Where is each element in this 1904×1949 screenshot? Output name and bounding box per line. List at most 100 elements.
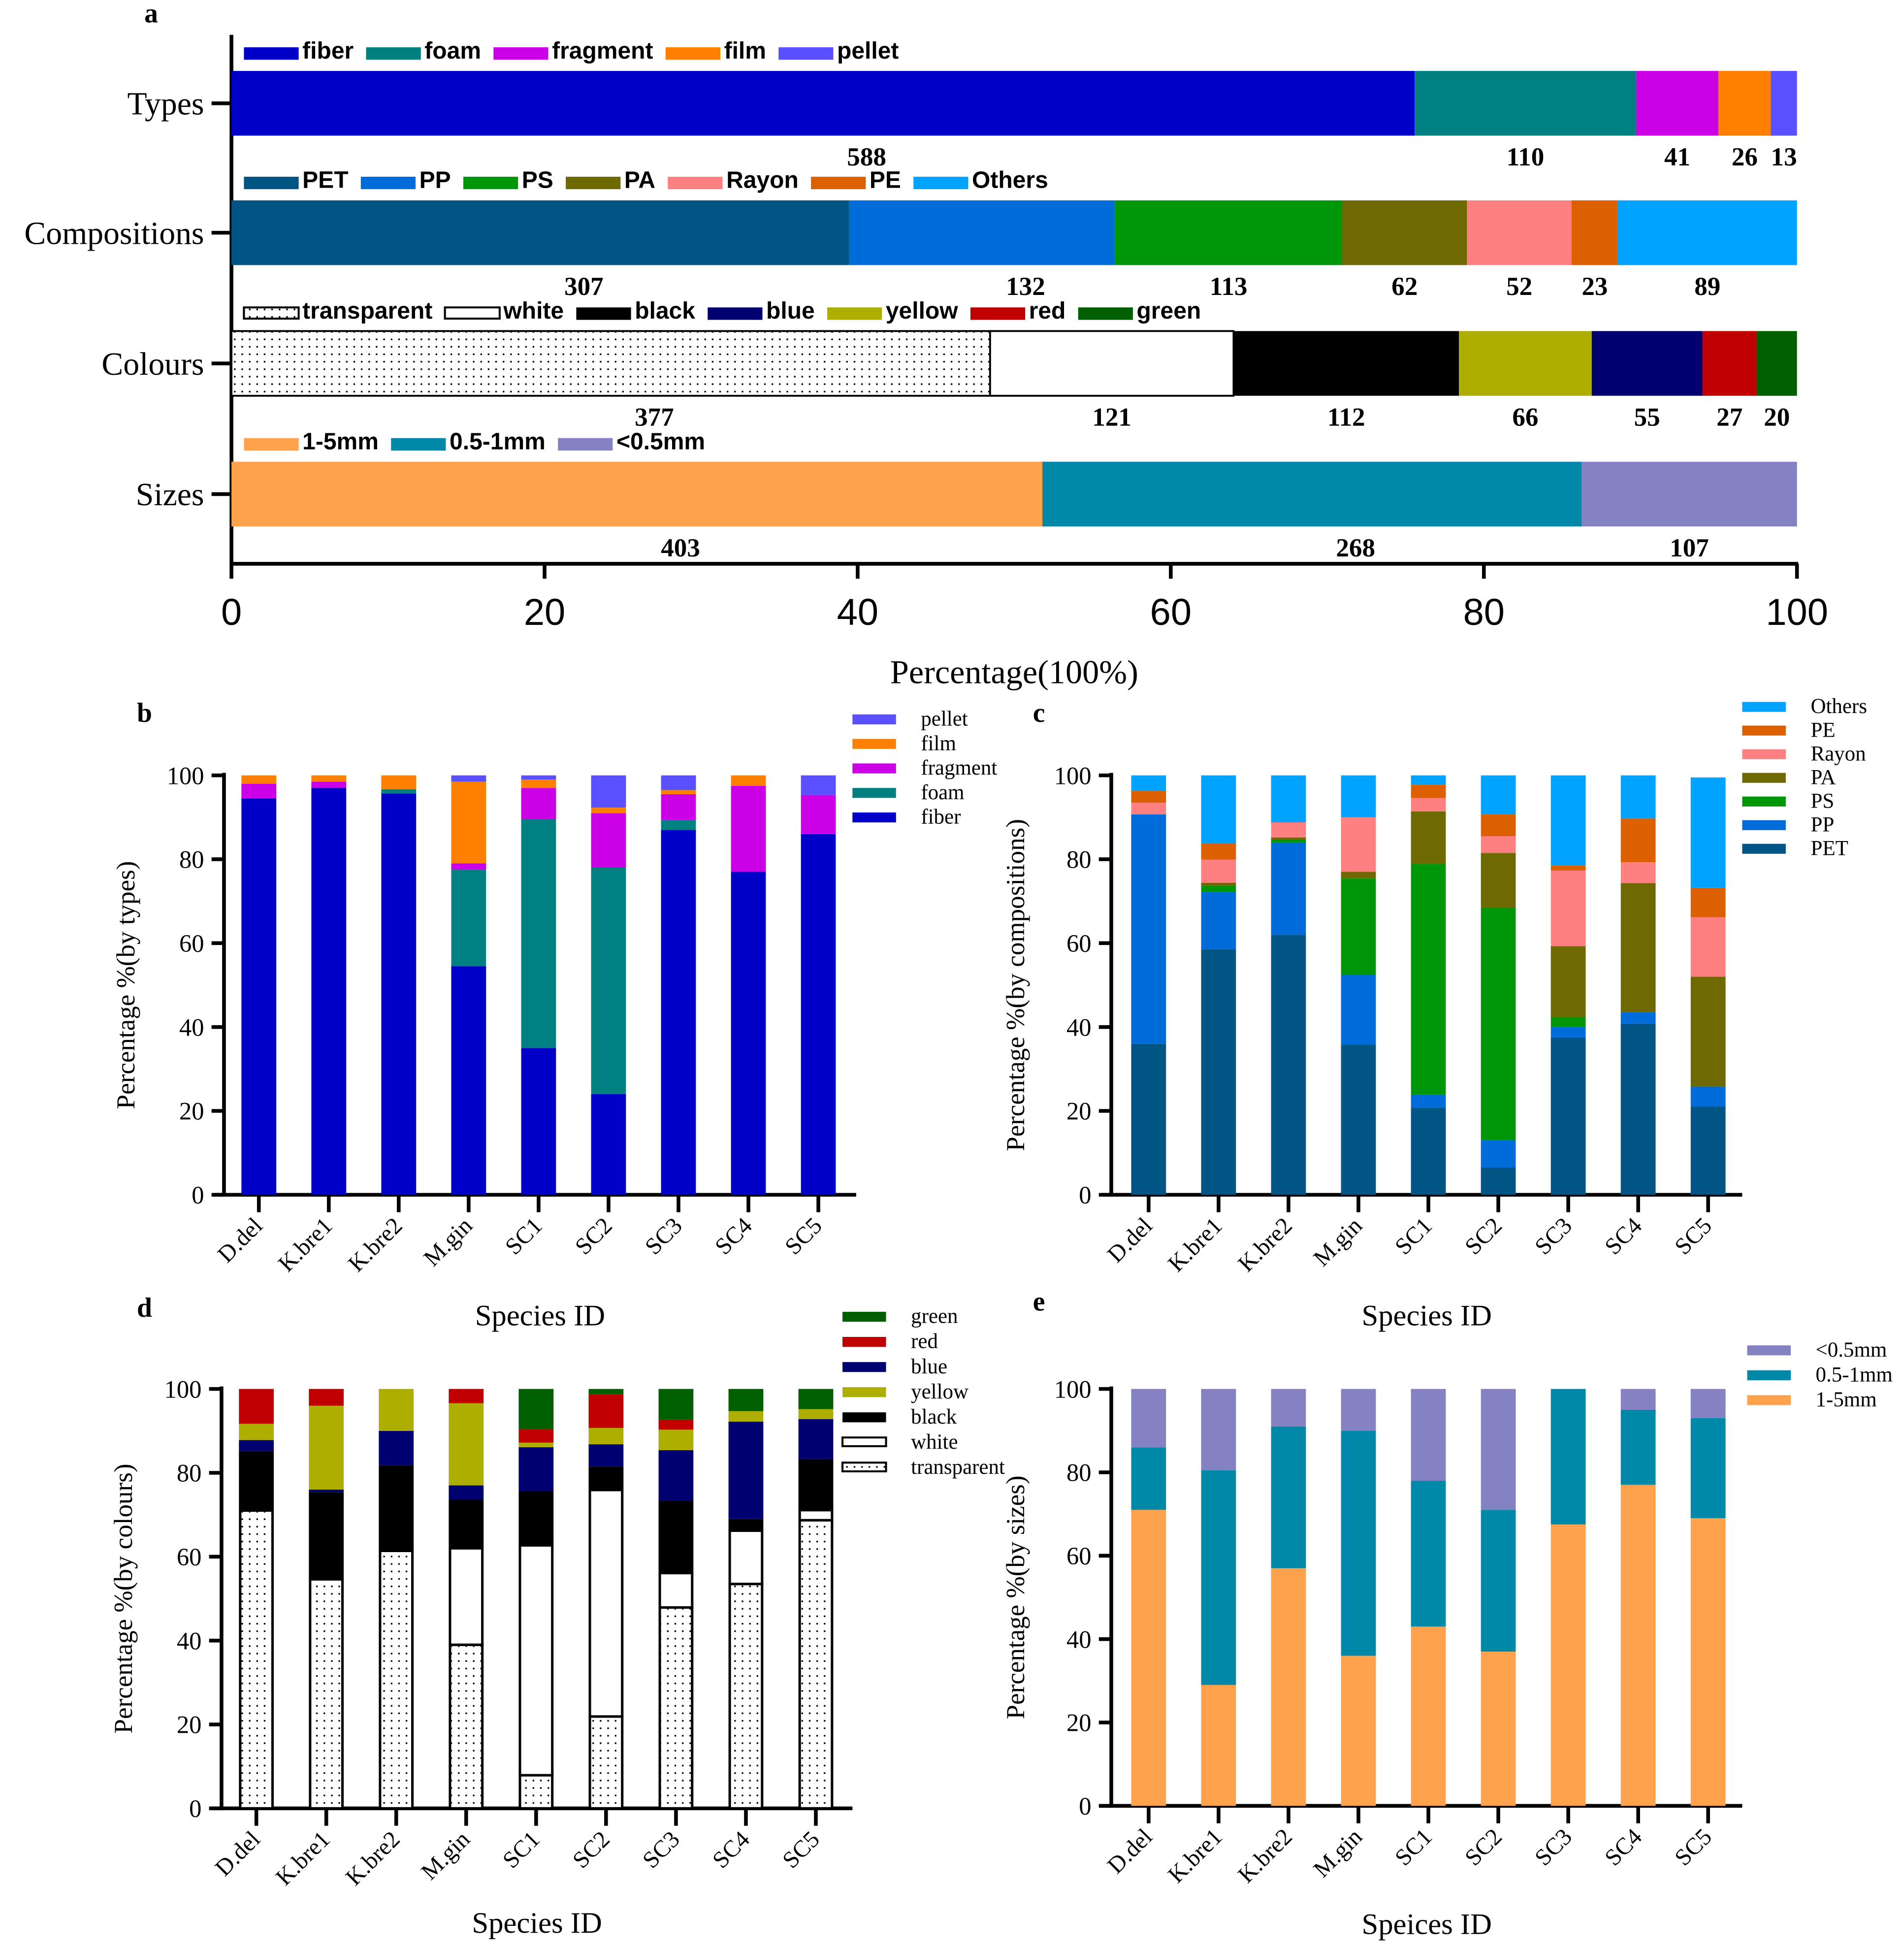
- panel-c-compositions-chart: 0 20 40 60 80 100 Percentage %(by compositions…: [1001, 695, 1867, 1332]
- legend-label-pellet: pellet: [921, 708, 968, 731]
- legend-swatch-film: [852, 739, 896, 749]
- legend-label-foam: foam: [424, 38, 481, 64]
- legend-swatch-red: [970, 307, 1026, 320]
- x-tick-label-k-bre2: K.bre2: [1233, 1823, 1297, 1888]
- bar-segment-black: [309, 1492, 344, 1580]
- bar-segment-ps: [1115, 200, 1343, 265]
- bar-segment-ps: [1550, 1017, 1586, 1027]
- y-tick-label: 20: [179, 1098, 204, 1125]
- legend-label-transparent: transparent: [302, 298, 432, 324]
- bar-segment-0-5-1mm: [1690, 1418, 1726, 1519]
- bar-segment-red: [658, 1419, 694, 1430]
- bar-segment-others: [1341, 775, 1376, 817]
- bar-segment-yellow: [309, 1405, 344, 1490]
- bar-segment-yellow: [798, 1409, 834, 1419]
- x-tick-label-sc4: SC4: [1600, 1212, 1647, 1260]
- legend-swatch-foam: [852, 788, 896, 798]
- x-tick-label: 40: [837, 591, 878, 633]
- segment-count-green: 20: [1764, 403, 1790, 431]
- x-tick-label-sc1: SC1: [498, 1826, 545, 1873]
- x-tick-label-sc5: SC5: [1670, 1823, 1717, 1871]
- legend-label-foam: foam: [921, 781, 964, 804]
- bar-segment-film: [1718, 71, 1771, 136]
- bar-segment-white: [989, 330, 1235, 397]
- y-tick-label: 20: [177, 1711, 202, 1739]
- x-tick-label-k-bre1: K.bre1: [273, 1212, 338, 1277]
- legend-swatch-black: [842, 1412, 886, 1423]
- bar-segment-pellet: [661, 775, 696, 790]
- bar-segment-fiber: [731, 872, 766, 1195]
- bar-segment-white: [728, 1529, 764, 1586]
- bar-segment-blue: [658, 1450, 694, 1501]
- bar-segment-rayon: [1467, 200, 1572, 265]
- bar-segment-blue: [798, 1419, 834, 1459]
- bar-segment-black: [728, 1519, 764, 1531]
- legend-swatch-red: [842, 1336, 886, 1347]
- legend-label-pp: PP: [1810, 813, 1834, 836]
- bar-segment-pp: [1131, 814, 1166, 1044]
- bar-segment-pa: [1342, 200, 1467, 265]
- bar-segment-others: [1131, 775, 1166, 791]
- legend-swatch-pet: [1742, 844, 1786, 854]
- legend-swatch-green: [842, 1311, 886, 1322]
- bar-segment-fragment: [311, 781, 347, 788]
- panel-letter-d: d: [137, 1293, 152, 1323]
- y-axis-title: Percentage %(by colours): [109, 1463, 138, 1733]
- bar-segment-pet: [1341, 1044, 1376, 1195]
- bar-segment-rayon: [1690, 917, 1726, 977]
- bar-segment-rayon: [1201, 859, 1236, 883]
- bar-segment-fiber: [231, 71, 1415, 136]
- legend-swatch-black: [576, 307, 631, 320]
- x-tick-label-d-del: D.del: [1102, 1823, 1158, 1879]
- x-tick-label-sc4: SC4: [710, 1212, 757, 1260]
- bar-segment-green: [798, 1389, 834, 1409]
- bar-segment-rayon: [1131, 802, 1166, 814]
- bar-segment-fiber: [381, 793, 417, 1195]
- legend-label-0-5-1mm: 0.5-1mm: [1816, 1363, 1893, 1386]
- bar-segment-white: [449, 1547, 484, 1646]
- legend-label-black: black: [911, 1405, 957, 1429]
- legend-label-pe: PE: [1810, 718, 1835, 742]
- y-tick-label: 100: [167, 762, 204, 789]
- bar-segment-film: [591, 808, 626, 813]
- y-axis-title: Percentage %(by compositions): [1001, 819, 1030, 1151]
- bar-segment-rayon: [1341, 817, 1376, 872]
- bar-segment-pa: [1201, 882, 1236, 886]
- bar-segment-fragment: [731, 785, 766, 872]
- bar-segment-0-5mm: [1481, 1389, 1516, 1510]
- bar-segment-green: [728, 1389, 764, 1411]
- x-tick-label-sc3: SC3: [640, 1212, 687, 1260]
- bar-segment-red: [588, 1394, 624, 1428]
- segment-count-0-5mm: 107: [1670, 534, 1709, 562]
- bar-segment-pe: [1620, 818, 1656, 862]
- bar-segment-pet: [1131, 1043, 1166, 1195]
- legend-swatch-yellow: [827, 307, 882, 320]
- bar-segment-1-5mm: [1481, 1652, 1516, 1806]
- y-tick-label: 60: [1066, 930, 1092, 957]
- y-tick-label: 20: [1066, 1709, 1092, 1737]
- y-tick-label: 60: [1066, 1542, 1092, 1570]
- bar-segment-fiber: [661, 830, 696, 1195]
- x-tick-label-k-bre2: K.bre2: [1233, 1212, 1297, 1277]
- x-tick-label-d-del: D.del: [210, 1826, 265, 1881]
- segment-count-blue: 55: [1634, 403, 1660, 431]
- legend-label-fragment: fragment: [552, 38, 653, 64]
- bar-segment-film: [521, 780, 556, 788]
- legend-label-ps: PS: [522, 167, 553, 194]
- bar-segment-yellow: [588, 1428, 624, 1445]
- bar-segment-transparent: [658, 1606, 694, 1810]
- x-tick-label-sc2: SC2: [1460, 1212, 1507, 1260]
- bar-segment-green: [1756, 331, 1797, 396]
- bar-segment-pet: [1620, 1023, 1656, 1195]
- bar-segment-pp: [1481, 1140, 1516, 1168]
- bar-segment-fiber: [521, 1048, 556, 1195]
- bar-segment-fragment: [1636, 71, 1719, 136]
- bar-segment-fragment: [241, 783, 277, 799]
- legend-swatch-0-5-1mm: [391, 438, 446, 451]
- x-tick-label-sc3: SC3: [1530, 1823, 1577, 1871]
- bar-segment-others: [1481, 775, 1516, 814]
- panel-letter-c: c: [1033, 698, 1045, 728]
- y-tick-label: 40: [179, 1013, 204, 1041]
- bar-segment-pe: [1411, 784, 1446, 798]
- legend-swatch-fiber: [852, 812, 896, 823]
